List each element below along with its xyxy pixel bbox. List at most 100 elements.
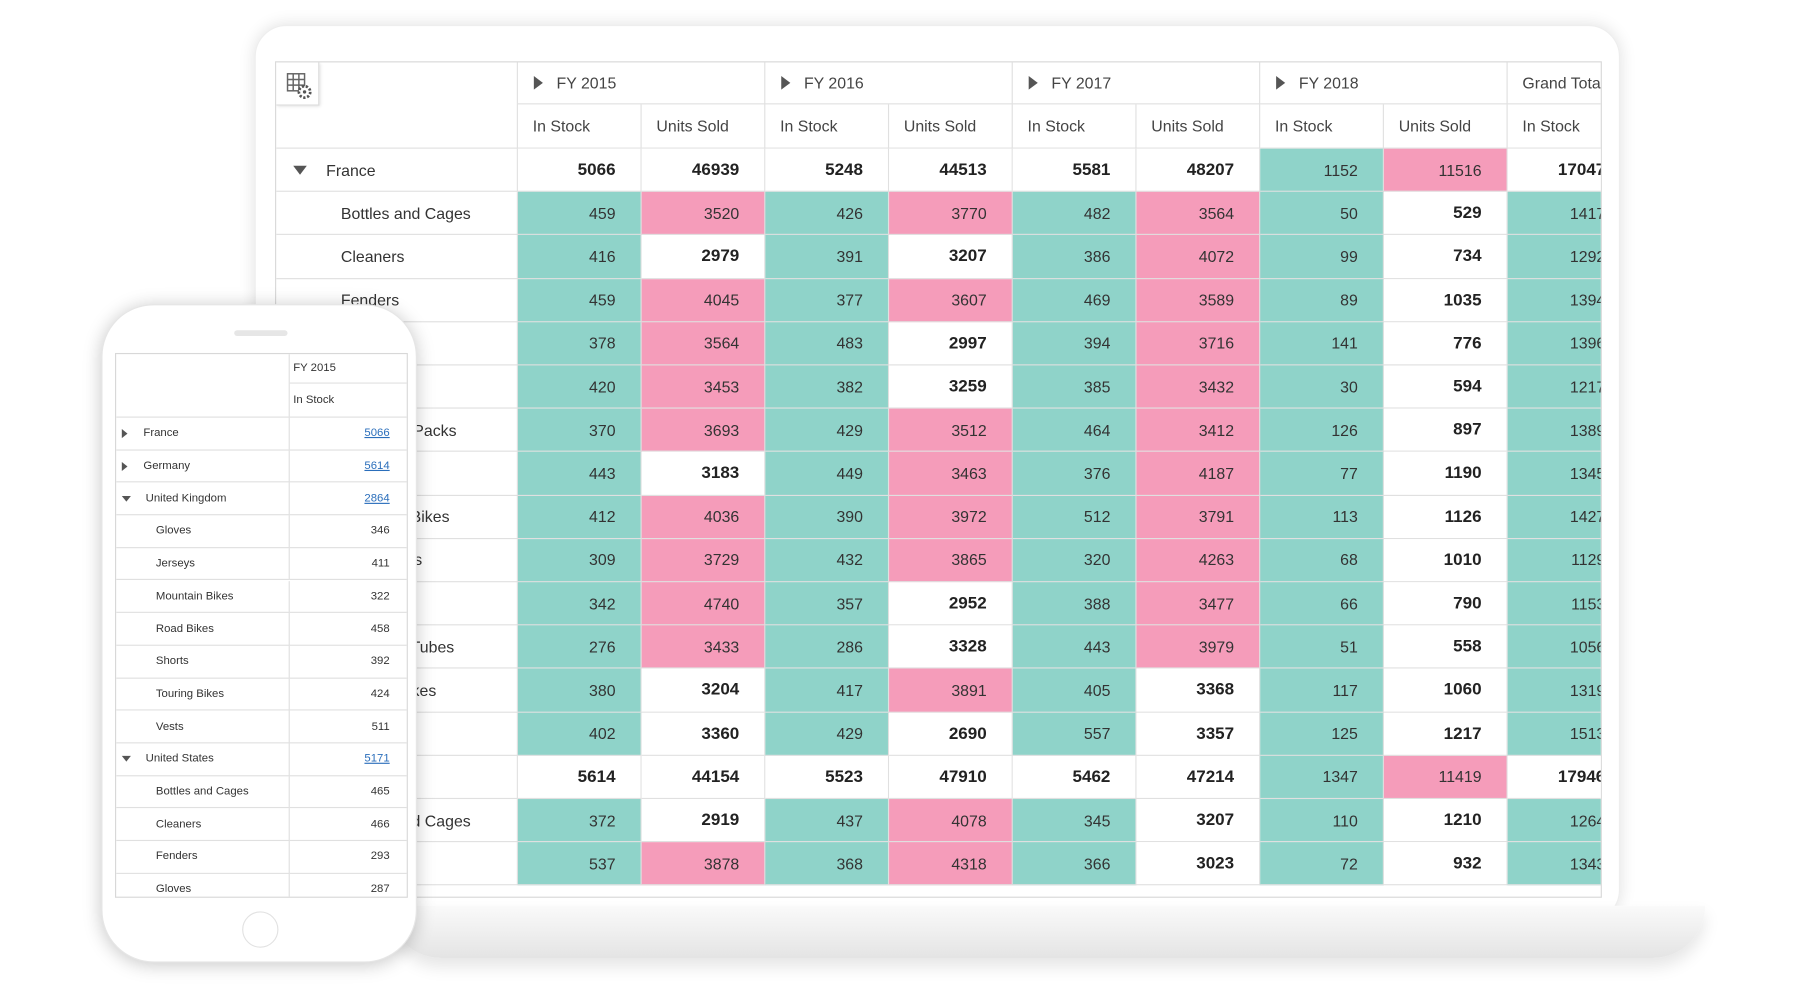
value-text: 3865 — [951, 550, 987, 570]
value-text: 3453 — [703, 377, 740, 396]
column-header[interactable]: FY 2015 — [517, 62, 766, 105]
value-text: 376 — [1083, 464, 1111, 483]
value-text: 30 — [1340, 377, 1358, 396]
value-cell: 2952 — [889, 582, 1013, 626]
value-text: 5462 — [1072, 767, 1111, 787]
value-text: 1217 — [1569, 377, 1602, 396]
value-text: 464 — [1083, 420, 1111, 439]
value-text: 5248 — [825, 160, 863, 180]
value-cell: 388 — [1012, 582, 1137, 626]
field-list-button[interactable] — [276, 62, 320, 106]
value-text: 402 — [589, 724, 616, 743]
value-cell: 68 — [1260, 538, 1384, 583]
value-text: 11516 — [1438, 160, 1482, 179]
value-cell: 3520 — [641, 192, 766, 236]
column-header[interactable]: FY 2016 — [765, 62, 1013, 105]
value-text: 3607 — [951, 290, 987, 309]
row-header-text: United Kingdom — [145, 492, 227, 505]
value-cell: 3357 — [1136, 712, 1261, 756]
value-cell: 3204 — [641, 668, 766, 713]
row-header-text: Gloves — [155, 524, 192, 538]
column-header-text: FY 2015 — [293, 362, 336, 375]
value-cell: 2690 — [889, 712, 1013, 756]
measure-header-text: Units Sold — [1151, 116, 1224, 136]
value-cell: 429 — [765, 712, 890, 756]
value-text: 1153 — [1571, 594, 1602, 613]
value-text: 3564 — [703, 334, 740, 353]
value-cell[interactable]: 5066 — [289, 418, 407, 451]
value-cell: 342 — [517, 582, 642, 626]
value-cell[interactable]: 2864 — [289, 483, 407, 516]
value-cell: 110 — [1260, 799, 1384, 843]
value-cell: 3564 — [641, 322, 766, 366]
row-header-text: Vests — [155, 720, 184, 733]
value-cell: 3865 — [889, 538, 1013, 583]
row-header[interactable]: France — [276, 148, 518, 193]
row-header[interactable]: Germany — [116, 450, 290, 483]
row-header[interactable]: United States — [116, 743, 290, 776]
value-cell: 3023 — [1136, 842, 1261, 886]
expand-icon — [1276, 76, 1286, 90]
row-header: Road Bikes — [116, 613, 290, 646]
phone-pivot-table: FY 2015 In Stock France 5066 Germany 5614 Unit… — [115, 352, 408, 898]
row-header: Vests — [116, 710, 290, 744]
expand-icon — [781, 76, 791, 90]
value-text: 1345 — [1569, 464, 1602, 483]
value-text: 405 — [1083, 680, 1111, 700]
value-cell: 125 — [1260, 712, 1384, 756]
value-text: 390 — [836, 507, 863, 526]
value-text: 44513 — [939, 160, 987, 180]
measure-header: Units Sold — [1136, 104, 1261, 149]
value-text: 3878 — [703, 854, 740, 873]
value-cell: 432 — [765, 538, 890, 583]
value-text: 4045 — [703, 290, 740, 309]
value-cell: 287 — [290, 874, 407, 897]
value-cell: 3453 — [641, 365, 766, 409]
value-cell[interactable]: 5171 — [289, 743, 407, 776]
value-cell: 392 — [289, 646, 407, 679]
value-text: 426 — [836, 204, 863, 223]
value-cell: 3368 — [1136, 668, 1261, 713]
row-header[interactable]: France — [116, 417, 290, 451]
value-cell: 2979 — [641, 235, 766, 279]
phone-home-button[interactable] — [242, 911, 279, 948]
value-cell: 3360 — [641, 712, 766, 756]
value-cell: 443 — [517, 452, 642, 496]
value-text: 3357 — [1196, 723, 1235, 744]
value-cell: 77 — [1260, 452, 1384, 496]
value-cell: 1345 — [1507, 452, 1602, 496]
value-text: 357 — [836, 594, 863, 613]
value-text: 286 — [836, 637, 863, 656]
value-cell: 51 — [1260, 625, 1384, 669]
value-cell[interactable]: 5614 — [289, 450, 407, 483]
value-cell: 1152 — [1260, 148, 1384, 193]
value-text: 2952 — [948, 593, 987, 614]
row-header: Mountain Bikes — [116, 580, 290, 614]
column-header-text: Grand Total — [1522, 73, 1602, 92]
value-cell: 416 — [517, 235, 642, 279]
row-header-text: Fenders — [155, 850, 198, 864]
value-cell: 4263 — [1136, 538, 1261, 583]
row-header[interactable]: United Kingdom — [116, 482, 290, 516]
column-header[interactable]: FY 2017 — [1012, 62, 1261, 105]
value-cell: 345 — [1012, 799, 1137, 843]
value-text: 141 — [1331, 334, 1358, 353]
value-text: 4318 — [951, 854, 987, 873]
value-cell: 1217 — [1507, 365, 1602, 409]
value-cell: 482 — [1012, 192, 1137, 236]
column-header: Grand Total — [1507, 62, 1602, 105]
value-text: 458 — [370, 622, 390, 636]
value-cell: 391 — [765, 235, 890, 279]
value-cell: 4740 — [641, 582, 766, 626]
value-cell: 1389 — [1507, 408, 1601, 453]
value-text: 1056 — [1569, 637, 1602, 656]
value-cell: 377 — [765, 278, 890, 323]
value-cell: 1343 — [1507, 842, 1601, 886]
row-header-text: Cleaners — [340, 247, 405, 266]
value-text: 3716 — [1198, 334, 1235, 353]
row-header: Cleaners — [116, 808, 290, 842]
value-cell: 47214 — [1136, 755, 1261, 800]
value-text: 429 — [836, 724, 863, 743]
column-header[interactable]: FY 2018 — [1260, 62, 1508, 105]
